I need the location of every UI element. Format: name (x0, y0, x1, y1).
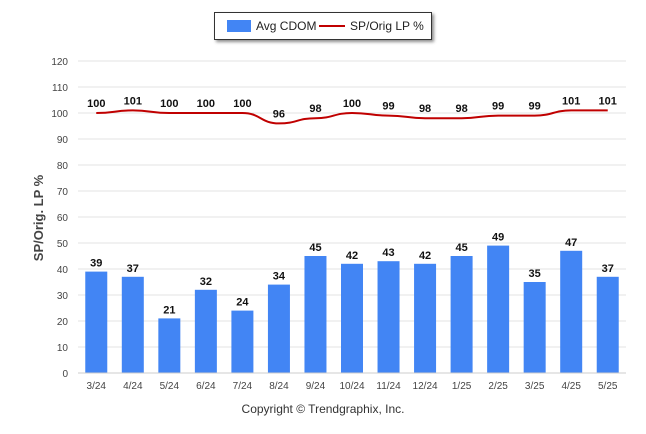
legend-bar-swatch (227, 20, 251, 32)
y-tick-label: 100 (51, 109, 68, 120)
bar-value-label: 37 (602, 263, 614, 275)
bar[interactable] (158, 318, 181, 373)
data-labels: 39 37 21 32 24 34 45 42 43 42 45 49 35 47 37 100 101 100 1… (87, 95, 617, 316)
line-value-label: 98 (455, 103, 467, 115)
y-tick-label: 70 (57, 187, 69, 198)
line-series (96, 109, 608, 125)
bar[interactable] (304, 256, 327, 373)
bar-value-label: 34 (273, 271, 286, 283)
bar[interactable] (121, 276, 144, 373)
bar-value-label: 45 (309, 242, 321, 254)
y-tick-label: 90 (57, 135, 69, 146)
bar-value-label: 39 (90, 258, 102, 270)
line-value-label: 101 (562, 95, 580, 107)
bar[interactable] (85, 271, 108, 373)
line-value-label: 100 (233, 98, 251, 110)
x-tick-label: 4/25 (561, 381, 581, 392)
y-tick-label: 120 (51, 57, 68, 68)
y-tick-label: 0 (62, 369, 68, 380)
line-value-label: 101 (124, 95, 142, 107)
line-value-label: 99 (529, 101, 541, 113)
line-series-path[interactable] (96, 109, 608, 125)
y-tick-label: 80 (57, 161, 69, 172)
copyright-text: Copyright © Trendgraphix, Inc. (241, 402, 405, 416)
x-tick-label: 2/25 (488, 381, 508, 392)
line-value-label: 100 (160, 98, 178, 110)
legend-line-label: SP/Orig LP % (350, 19, 424, 33)
x-tick-label: 5/24 (160, 381, 180, 392)
legend-item-line[interactable]: SP/Orig LP % (319, 13, 424, 39)
bar-series (85, 245, 619, 373)
y-tick-label: 30 (57, 291, 69, 302)
bar-value-label: 32 (200, 276, 212, 288)
y-axis-ticks: 0 10 20 30 40 50 60 70 80 90 100 110 120 (51, 57, 68, 380)
bar-value-label: 21 (163, 304, 175, 316)
y-tick-label: 50 (57, 239, 69, 250)
line-value-label: 98 (419, 103, 431, 115)
line-value-label: 100 (343, 98, 361, 110)
bar-value-label: 49 (492, 232, 504, 244)
y-tick-label: 60 (57, 213, 69, 224)
x-tick-label: 1/25 (452, 381, 472, 392)
legend-item-bar[interactable]: Avg CDOM (227, 13, 316, 39)
x-tick-label: 11/24 (376, 381, 401, 392)
legend-line-swatch (319, 25, 345, 27)
line-value-label: 100 (197, 98, 215, 110)
bar[interactable] (523, 282, 546, 373)
bar-value-label: 45 (455, 242, 467, 254)
bar[interactable] (450, 256, 473, 373)
bar[interactable] (487, 245, 510, 373)
line-value-label: 96 (273, 108, 285, 120)
x-tick-label: 9/24 (306, 381, 326, 392)
x-tick-label: 8/24 (269, 381, 289, 392)
bar[interactable] (377, 261, 400, 373)
x-tick-label: 12/24 (413, 381, 438, 392)
bar[interactable] (194, 289, 217, 373)
bar[interactable] (414, 263, 437, 373)
bar-value-label: 42 (346, 250, 358, 262)
x-tick-label: 3/24 (87, 381, 107, 392)
bar-value-label: 37 (127, 263, 139, 275)
x-axis-ticks: 3/24 4/24 5/24 6/24 7/24 8/24 9/24 10/24 11/24 12… (78, 372, 626, 392)
x-tick-label: 6/24 (196, 381, 216, 392)
line-value-label: 98 (309, 103, 321, 115)
bar[interactable] (267, 284, 290, 373)
bar[interactable] (341, 263, 363, 373)
line-value-label: 99 (382, 101, 394, 113)
bar-value-label: 47 (565, 237, 577, 249)
y-tick-label: 20 (57, 317, 69, 328)
x-tick-label: 5/25 (598, 381, 618, 392)
x-tick-label: 7/24 (233, 381, 253, 392)
y-tick-label: 40 (57, 265, 69, 276)
y-tick-label: 10 (57, 343, 69, 354)
x-tick-label: 4/24 (123, 381, 143, 392)
bar-value-label: 24 (236, 297, 249, 309)
bar-value-label: 35 (529, 268, 541, 280)
line-value-label: 101 (599, 95, 617, 107)
y-tick-label: 110 (52, 83, 68, 94)
line-value-label: 99 (492, 101, 504, 113)
bar[interactable] (596, 276, 619, 373)
x-tick-label: 3/25 (525, 381, 545, 392)
y-axis-label: SP/Orig. LP % (31, 174, 46, 261)
bar-value-label: 43 (382, 247, 394, 259)
bar[interactable] (560, 250, 583, 373)
x-tick-label: 10/24 (339, 381, 364, 392)
legend-bar-label: Avg CDOM (256, 19, 317, 33)
bar[interactable] (231, 310, 254, 373)
bar-value-label: 42 (419, 250, 431, 262)
legend: Avg CDOM SP/Orig LP % (214, 12, 432, 40)
line-value-label: 100 (87, 98, 105, 110)
